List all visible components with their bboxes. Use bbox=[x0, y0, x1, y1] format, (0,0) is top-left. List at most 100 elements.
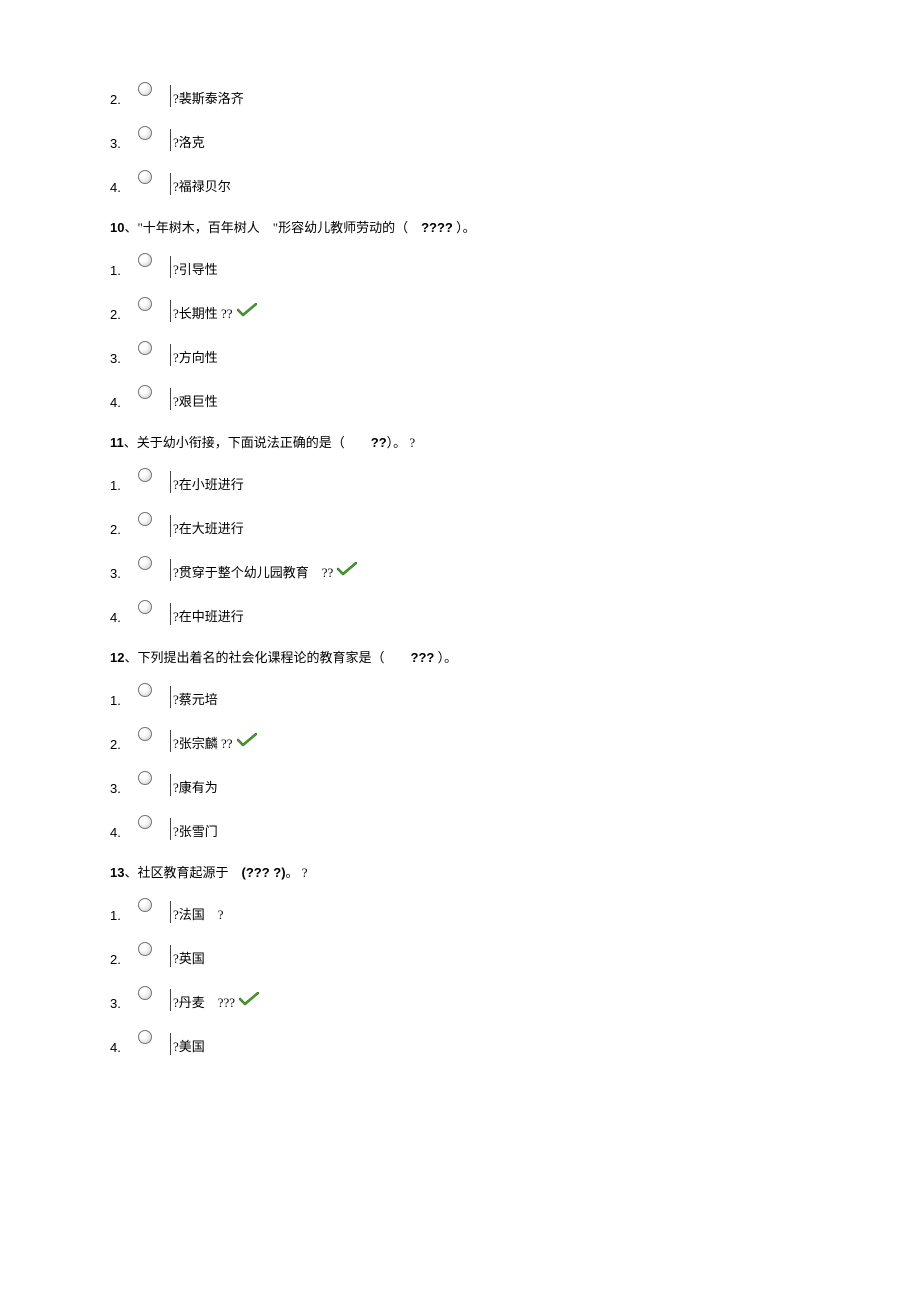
option-text: ?贯穿于整个幼儿园教育 ?? bbox=[173, 562, 333, 581]
option-number: 1. bbox=[110, 478, 138, 493]
radio-button[interactable] bbox=[138, 600, 152, 614]
question-stem: 12、下列提出着名的社会化课程论的教育家是（ ??? ）。 bbox=[110, 647, 810, 666]
question-number: 11 bbox=[110, 435, 124, 450]
divider-bar bbox=[170, 901, 171, 923]
radio-button[interactable] bbox=[138, 986, 152, 1000]
option-row: 3.?方向性 bbox=[110, 344, 810, 366]
radio-button[interactable] bbox=[138, 82, 152, 96]
question-number: 12 bbox=[110, 650, 124, 665]
radio-button[interactable] bbox=[138, 253, 152, 267]
option-text: ?裴斯泰洛齐 bbox=[173, 88, 244, 107]
divider-bar bbox=[170, 471, 171, 493]
option-text: ?法国 ? bbox=[173, 904, 224, 923]
question-text: "十年树木，百年树人 "形容幼儿教师劳动的（ bbox=[137, 220, 421, 235]
radio-cell bbox=[138, 259, 168, 278]
radio-button[interactable] bbox=[138, 126, 152, 140]
option-row: 4. ?张雪门 bbox=[110, 818, 810, 840]
radio-button[interactable] bbox=[138, 341, 152, 355]
radio-cell bbox=[138, 391, 168, 410]
option-number: 4. bbox=[110, 180, 138, 195]
checkmark-icon bbox=[237, 733, 257, 752]
divider-bar bbox=[170, 945, 171, 967]
radio-cell bbox=[138, 176, 168, 195]
question-text: 下列提出着名的社会化课程论的教育家是（ bbox=[137, 650, 410, 665]
option-text: ?福禄贝尔 bbox=[173, 176, 231, 195]
radio-cell bbox=[138, 904, 168, 923]
radio-button[interactable] bbox=[138, 942, 152, 956]
option-text: ?长期性 ?? bbox=[173, 303, 233, 322]
question-text: 关于幼小衔接，下面说法正确的是（ bbox=[137, 435, 371, 450]
radio-button[interactable] bbox=[138, 556, 152, 570]
option-number: 3. bbox=[110, 996, 138, 1011]
divider-bar bbox=[170, 559, 171, 581]
divider-bar bbox=[170, 774, 171, 796]
divider-bar bbox=[170, 686, 171, 708]
question-tail: 。 ? bbox=[286, 865, 308, 880]
option-number: 2. bbox=[110, 522, 138, 537]
option-row: 4.?在中班进行 bbox=[110, 603, 810, 625]
checkmark-icon bbox=[337, 562, 357, 581]
option-row: 1. ?蔡元培 bbox=[110, 686, 810, 708]
question-text: 社区教育起源于 bbox=[137, 865, 241, 880]
radio-button[interactable] bbox=[138, 771, 152, 785]
radio-cell bbox=[138, 518, 168, 537]
question-number: 10 bbox=[110, 220, 124, 235]
divider-bar bbox=[170, 515, 171, 537]
option-row: 2.?在大班进行 bbox=[110, 515, 810, 537]
option-text: ?康有为 bbox=[173, 777, 218, 796]
radio-button[interactable] bbox=[138, 297, 152, 311]
option-row: 3.?贯穿于整个幼儿园教育 ?? bbox=[110, 559, 810, 581]
option-text: ?美国 bbox=[173, 1036, 205, 1055]
option-text: ?在中班进行 bbox=[173, 606, 244, 625]
option-text: ?在小班进行 bbox=[173, 474, 244, 493]
radio-button[interactable] bbox=[138, 898, 152, 912]
option-text: ?张雪门 bbox=[173, 821, 218, 840]
radio-cell bbox=[138, 733, 168, 752]
question-tail: ）。 bbox=[434, 650, 457, 665]
option-number: 1. bbox=[110, 908, 138, 923]
option-number: 4. bbox=[110, 395, 138, 410]
option-row: 3.?洛克 bbox=[110, 129, 810, 151]
radio-button[interactable] bbox=[138, 512, 152, 526]
option-text: ?方向性 bbox=[173, 347, 218, 366]
radio-cell bbox=[138, 562, 168, 581]
option-number: 2. bbox=[110, 307, 138, 322]
divider-bar bbox=[170, 256, 171, 278]
question-stem: 10、"十年树木，百年树人 "形容幼儿教师劳动的（ ???? ）。 bbox=[110, 217, 810, 236]
option-number: 4. bbox=[110, 1040, 138, 1055]
radio-button[interactable] bbox=[138, 385, 152, 399]
option-number: 3. bbox=[110, 781, 138, 796]
option-row: 2. ?长期性 ?? bbox=[110, 300, 810, 322]
radio-button[interactable] bbox=[138, 170, 152, 184]
option-number: 2. bbox=[110, 952, 138, 967]
option-text: ?丹麦 ??? bbox=[173, 992, 235, 1011]
radio-cell bbox=[138, 821, 168, 840]
question-separator: 、 bbox=[124, 220, 137, 235]
option-row: 2. ?裴斯泰洛齐 bbox=[110, 85, 810, 107]
radio-button[interactable] bbox=[138, 815, 152, 829]
divider-bar bbox=[170, 85, 171, 107]
option-row: 3. ?丹麦 ??? bbox=[110, 989, 810, 1011]
option-row: 4.?艰巨性 bbox=[110, 388, 810, 410]
radio-cell bbox=[138, 88, 168, 107]
radio-cell bbox=[138, 992, 168, 1011]
radio-cell bbox=[138, 474, 168, 493]
option-row: 1. ?在小班进行 bbox=[110, 471, 810, 493]
option-number: 2. bbox=[110, 737, 138, 752]
radio-cell bbox=[138, 303, 168, 322]
option-number: 4. bbox=[110, 825, 138, 840]
option-row: 2.?张宗麟 ?? bbox=[110, 730, 810, 752]
option-number: 1. bbox=[110, 693, 138, 708]
radio-cell bbox=[138, 948, 168, 967]
radio-button[interactable] bbox=[138, 1030, 152, 1044]
option-number: 2. bbox=[110, 92, 138, 107]
option-number: 1. bbox=[110, 263, 138, 278]
radio-cell bbox=[138, 689, 168, 708]
option-text: ?蔡元培 bbox=[173, 689, 218, 708]
question-blank: (??? ?) bbox=[242, 865, 286, 880]
radio-button[interactable] bbox=[138, 468, 152, 482]
radio-button[interactable] bbox=[138, 727, 152, 741]
radio-button[interactable] bbox=[138, 683, 152, 697]
option-text: ?洛克 bbox=[173, 132, 205, 151]
divider-bar bbox=[170, 730, 171, 752]
